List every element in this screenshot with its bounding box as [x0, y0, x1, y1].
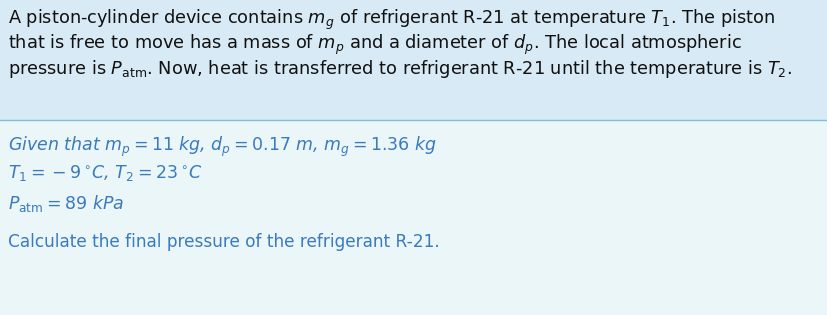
- Text: Calculate the final pressure of the refrigerant R-21.: Calculate the final pressure of the refr…: [8, 233, 439, 251]
- Bar: [0, 0, 827, 120]
- Text: A piston-cylinder device contains $m_g$ of refrigerant R-21 at temperature $T_1$: A piston-cylinder device contains $m_g$ …: [8, 8, 774, 32]
- Text: $T_1 = -9\,^{\circ}C$, $T_2 = 23\,^{\circ}C$: $T_1 = -9\,^{\circ}C$, $T_2 = 23\,^{\cir…: [8, 163, 202, 183]
- Text: $P_{\mathrm{atm}} = 89$ $kPa$: $P_{\mathrm{atm}} = 89$ $kPa$: [8, 193, 124, 214]
- Text: that is free to move has a mass of $m_p$ and a diameter of $d_p$. The local atmo: that is free to move has a mass of $m_p$…: [8, 33, 741, 57]
- Text: Given that $m_p = 11$ $kg$, $d_p = 0.17$ m, $m_g = 1.36$ $kg$: Given that $m_p = 11$ $kg$, $d_p = 0.17$…: [8, 135, 436, 159]
- Bar: [0, 120, 827, 315]
- Text: pressure is $P_{\mathrm{atm}}$. Now, heat is transferred to refrigerant R-21 unt: pressure is $P_{\mathrm{atm}}$. Now, hea…: [8, 58, 791, 80]
